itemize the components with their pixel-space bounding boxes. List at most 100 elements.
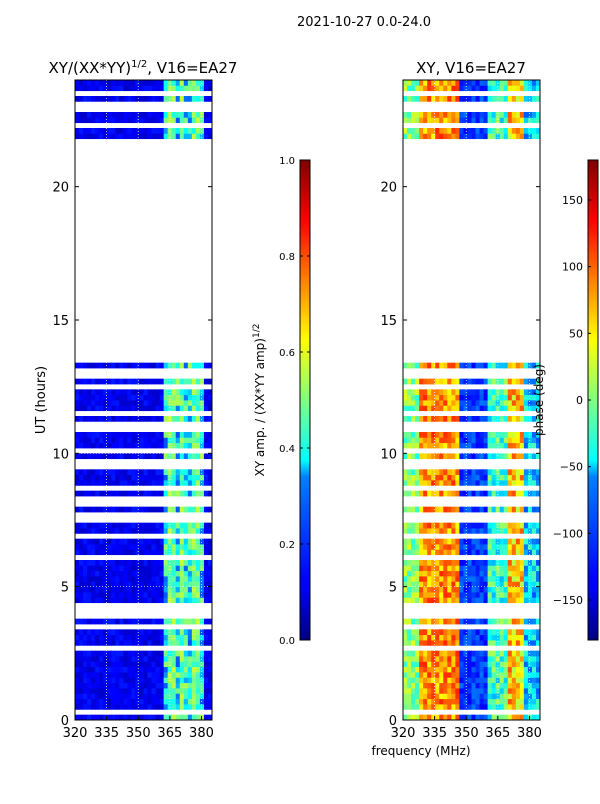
panel-amplitude-title: XY/(XX*YY)1/2, V16=EA27 xyxy=(49,59,238,77)
heatmap-cell xyxy=(79,650,84,657)
heatmap-cell xyxy=(491,528,497,534)
heatmap-cell xyxy=(435,85,440,92)
heatmap-cell xyxy=(91,405,96,412)
heatmap-cell xyxy=(471,528,476,534)
heatmap-cell xyxy=(151,592,156,598)
heatmap-cell xyxy=(519,80,525,86)
heatmap-cell xyxy=(507,693,513,700)
heatmap-cell xyxy=(491,640,497,646)
heatmap-cell xyxy=(191,597,197,604)
heatmap-cell xyxy=(127,469,132,476)
heatmap-cell xyxy=(159,672,165,678)
heatmap-cell xyxy=(183,581,189,588)
heatmap-cell xyxy=(455,128,460,134)
heatmap-cell xyxy=(203,672,209,678)
heatmap-cell xyxy=(515,128,521,134)
heatmap-cell xyxy=(523,618,529,625)
heatmap-cell xyxy=(199,693,205,700)
heatmap-cell xyxy=(503,618,509,625)
heatmap-cell xyxy=(171,688,177,694)
heatmap-cell xyxy=(535,581,540,588)
heatmap-cell xyxy=(171,672,177,678)
heatmap-cell xyxy=(159,432,165,438)
heatmap-cell xyxy=(415,666,420,673)
heatmap-cell xyxy=(203,112,209,118)
heatmap-cell xyxy=(403,565,408,572)
heatmap-cell xyxy=(131,117,136,124)
heatmap-cell xyxy=(519,714,525,720)
heatmap-cell xyxy=(427,437,432,444)
heatmap-cell xyxy=(83,565,88,572)
heatmap-cell xyxy=(103,474,108,481)
heatmap-cell xyxy=(175,666,181,673)
heatmap-cell xyxy=(427,480,432,486)
heatmap-cell xyxy=(447,618,452,625)
heatmap-cell xyxy=(187,416,193,422)
heatmap-cell xyxy=(519,85,525,92)
heatmap-cell xyxy=(463,640,468,646)
heatmap-cell xyxy=(459,96,464,102)
heatmap-cell xyxy=(163,677,169,684)
heatmap-cell xyxy=(107,128,112,134)
heatmap-cell xyxy=(503,682,509,689)
heatmap-cell xyxy=(75,714,80,720)
heatmap-cell xyxy=(107,437,112,444)
heatmap-cell xyxy=(167,565,173,572)
heatmap-cell xyxy=(487,112,493,118)
heatmap-cell xyxy=(531,528,537,534)
heatmap-cell xyxy=(527,506,533,513)
heatmap-cell xyxy=(491,490,497,497)
heatmap-cell xyxy=(427,704,432,710)
heatmap-cell xyxy=(535,560,540,566)
heatmap-cell xyxy=(123,522,128,529)
heatmap-cell xyxy=(419,586,424,593)
heatmap-cell xyxy=(451,570,456,577)
heatmap-cell xyxy=(503,549,509,556)
heatmap-cell xyxy=(179,661,185,668)
heatmap-cell xyxy=(207,677,212,684)
heatmap-cell xyxy=(147,656,152,662)
heatmap-cell xyxy=(87,538,92,545)
heatmap-cell xyxy=(463,597,468,604)
heatmap-cell xyxy=(467,704,472,710)
heatmap-cell xyxy=(487,704,493,710)
heatmap-cell xyxy=(75,442,80,449)
heatmap-cell xyxy=(507,576,513,582)
heatmap-cell xyxy=(479,656,484,662)
heatmap-cell xyxy=(535,528,540,534)
heatmap-cell xyxy=(519,474,525,481)
heatmap-cell xyxy=(107,394,112,401)
heatmap-cell xyxy=(131,442,136,449)
heatmap-cell xyxy=(491,432,497,438)
heatmap-cell xyxy=(199,549,205,556)
heatmap-cell xyxy=(455,394,460,401)
heatmap-cell xyxy=(403,469,408,476)
heatmap-cell xyxy=(491,650,497,657)
heatmap-cell xyxy=(463,480,468,486)
heatmap-cell xyxy=(163,629,169,636)
heatmap-cell xyxy=(139,592,144,598)
heatmap-cell xyxy=(511,714,517,720)
heatmap-cell xyxy=(415,80,420,86)
heatmap-cell xyxy=(179,480,185,486)
heatmap-cell xyxy=(175,416,181,422)
heatmap-cell xyxy=(419,656,424,662)
heatmap-cell xyxy=(115,666,120,673)
heatmap-cell xyxy=(479,522,484,529)
heatmap-cell xyxy=(123,128,128,134)
heatmap-cell xyxy=(139,480,144,486)
heatmap-cell xyxy=(207,661,212,668)
heatmap-cell xyxy=(447,666,452,673)
heatmap-cell xyxy=(159,576,165,582)
heatmap-cell xyxy=(99,474,104,481)
heatmap-cell xyxy=(131,453,136,460)
heatmap-cell xyxy=(531,586,537,593)
heatmap-cell xyxy=(107,677,112,684)
heatmap-cell xyxy=(151,634,156,641)
colorbar-tick-label: −100 xyxy=(553,527,583,540)
heatmap-cell xyxy=(523,586,529,593)
heatmap-cell xyxy=(407,437,412,444)
heatmap-cell xyxy=(519,570,525,577)
heatmap-cell xyxy=(111,656,116,662)
heatmap-cell xyxy=(99,640,104,646)
